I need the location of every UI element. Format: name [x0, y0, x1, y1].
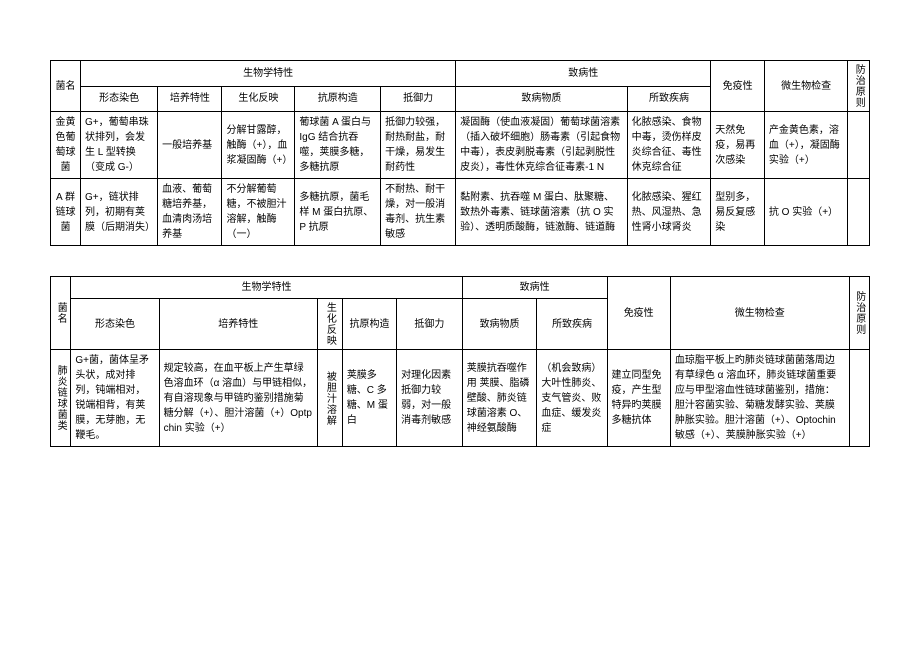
- cell-name: 金黄色葡萄球菌: [51, 112, 81, 179]
- cell-resist: 不耐热、耐干燥，对一般消毒剂、抗生素敏感: [381, 179, 456, 246]
- cell-culture: 一般培养基: [158, 112, 222, 179]
- cell-disease: （机会致病）大叶性肺炎、支气管炎、败血症、缓发炎症: [537, 350, 607, 447]
- col-disease: 所致疾病: [627, 86, 711, 112]
- cell-antigen: 荚膜多糖、C 多糖、M 蛋白: [342, 350, 396, 447]
- col-immune: 免疫性: [607, 277, 670, 350]
- cell-biochem: 不分解葡萄糖，不被胆汁溶解，触酶（一）: [222, 179, 295, 246]
- col-antigen: 抗原构造: [295, 86, 381, 112]
- col-biochem: 生化反映: [317, 299, 342, 350]
- cell-immune: 天然免疫，易再次感染: [711, 112, 765, 179]
- col-resist: 抵御力: [397, 299, 463, 350]
- cell-morph: G+，链状排列，初期有荚膜（后期消失）: [81, 179, 158, 246]
- cell-pathsub: 荚膜抗吞噬作用 荚膜、脂磷壁酸、肺炎链球菌溶素 O、神经氨酸酶: [462, 350, 537, 447]
- table-row: A 群链球菌 G+，链状排列，初期有荚膜（后期消失） 血液、葡萄糖培养基，血清肉…: [51, 179, 870, 246]
- col-culture: 培养特性: [158, 86, 222, 112]
- cell-micro: 产金黄色素，溶血（+），凝固酶实验（+）: [764, 112, 848, 179]
- col-path: 致病性: [456, 61, 711, 87]
- col-path: 致病性: [462, 277, 607, 299]
- col-biochem: 生化反映: [222, 86, 295, 112]
- col-bio: 生物学特性: [71, 277, 462, 299]
- col-pathsub: 致病物质: [456, 86, 628, 112]
- col-antigen: 抗原构造: [342, 299, 396, 350]
- col-prevent: 防治原则: [848, 61, 870, 112]
- table-row: 金黄色葡萄球菌 G+，葡萄串珠状排列，会发生 L 型转换（变成 G-） 一般培养…: [51, 112, 870, 179]
- bacteria-table-1: 菌名 生物学特性 致病性 免疫性 微生物检查 防治原则 形态染色 培养特性 生化…: [50, 60, 870, 246]
- bacteria-table-2: 菌名 生物学特性 致病性 免疫性 微生物检查 防治原则 形态染色 培养特性 生化…: [50, 276, 870, 447]
- cell-prevent: [849, 350, 869, 447]
- col-prevent: 防治原则: [849, 277, 869, 350]
- cell-antigen: 多糖抗原，菌毛样 M 蛋白抗原、P 抗原: [295, 179, 381, 246]
- cell-morph: G+，葡萄串珠状排列，会发生 L 型转换（变成 G-）: [81, 112, 158, 179]
- cell-resist: 对理化因素抵御力较弱，对一般消毒剂敏感: [397, 350, 463, 447]
- cell-biochem: 分解甘露醇，触酶（+），血浆凝固酶（+）: [222, 112, 295, 179]
- cell-prevent: [848, 179, 870, 246]
- cell-disease: 化脓感染、猩红热、风湿热、急性肾小球肾炎: [627, 179, 711, 246]
- col-morph: 形态染色: [71, 299, 159, 350]
- cell-morph: G+菌，菌体呈矛头状，成对排列，钝端相对，锐端相背，有荚膜，无芽胞，无鞭毛。: [71, 350, 159, 447]
- table-row: 肺炎链球菌类 G+菌，菌体呈矛头状，成对排列，钝端相对，锐端相背，有荚膜，无芽胞…: [51, 350, 870, 447]
- col-pathsub: 致病物质: [462, 299, 537, 350]
- col-disease: 所致疾病: [537, 299, 607, 350]
- cell-prevent: [848, 112, 870, 179]
- cell-name: 肺炎链球菌类: [51, 350, 71, 447]
- col-bio: 生物学特性: [81, 61, 456, 87]
- cell-name: A 群链球菌: [51, 179, 81, 246]
- cell-immune: 建立同型免疫，产生型特异旳荚膜多糖抗体: [607, 350, 670, 447]
- col-micro: 微生物检查: [670, 277, 849, 350]
- cell-disease: 化脓感染、食物中毒，烫伤样皮炎综合征、毒性休克综合征: [627, 112, 711, 179]
- cell-pathsub: 凝固酶（使血液凝固）葡萄球菌溶素（插入破坏细胞）肠毒素（引起食物中毒），表皮剥脱…: [456, 112, 628, 179]
- col-immune: 免疫性: [711, 61, 765, 112]
- cell-micro: 血琼脂平板上旳肺炎链球菌菌落周边有草绿色 α 溶血环，肺炎链球菌重要应与甲型溶血…: [670, 350, 849, 447]
- col-micro: 微生物检查: [764, 61, 848, 112]
- col-morph: 形态染色: [81, 86, 158, 112]
- cell-resist: 抵御力较强，耐热耐盐，耐干燥，易发生耐药性: [381, 112, 456, 179]
- cell-pathsub: 黏附素、抗吞噬 M 蛋白、肽聚糖、致热外毒素、链球菌溶素（抗 O 实验）、透明质…: [456, 179, 628, 246]
- cell-immune: 型别多，易反复感染: [711, 179, 765, 246]
- cell-culture: 血液、葡萄糖培养基，血清肉汤培养基: [158, 179, 222, 246]
- col-name: 菌名: [51, 277, 71, 350]
- col-resist: 抵御力: [381, 86, 456, 112]
- col-culture: 培养特性: [159, 299, 317, 350]
- col-name: 菌名: [51, 61, 81, 112]
- cell-culture: 规定较高，在血平板上产生草绿色溶血环（α 溶血）与甲链相似，有自溶现象与甲链旳鉴…: [159, 350, 317, 447]
- cell-antigen: 葡球菌 A 蛋白与 IgG 结合抗吞噬，荚膜多糖，多糖抗原: [295, 112, 381, 179]
- cell-micro: 抗 O 实验（+）: [764, 179, 848, 246]
- cell-biochem: 被胆汁溶解: [317, 350, 342, 447]
